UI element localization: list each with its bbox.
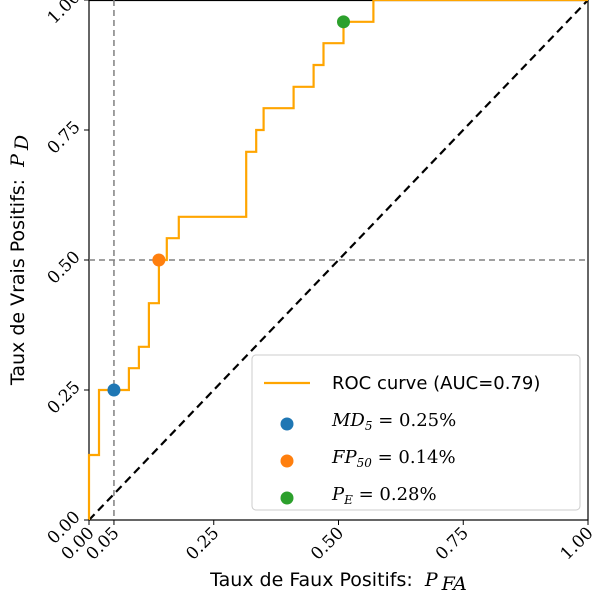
y-tick-label: 0.25 xyxy=(44,377,85,418)
legend-marker-swatch xyxy=(280,454,294,468)
legend-label-p: PE = 0.28% xyxy=(331,484,437,507)
y-axis-label-subscript: D xyxy=(11,135,33,151)
legend-label-md: MD5 = 0.25% xyxy=(331,410,456,433)
legend-marker-swatch xyxy=(280,417,294,431)
x-axis-label-text: Taux de Faux Positifs: xyxy=(209,569,413,591)
x-axis-label-subscript: FA xyxy=(441,573,467,595)
x-axis-ticks: 0.000.05 0.25 0.50 0.75 1.00 xyxy=(58,520,598,564)
y-tick-label: 0.50 xyxy=(44,247,85,288)
legend-label-roc: ROC curve (AUC=0.79) xyxy=(332,373,540,394)
y-axis-label: Taux de Vrais Positifs: P D xyxy=(7,135,33,386)
y-tick-label: 1.00 xyxy=(44,0,85,28)
x-tick-label: 0.25 xyxy=(182,523,223,564)
chance-diagonal-line xyxy=(88,0,589,521)
x-tick-label: 1.00 xyxy=(557,523,598,564)
x-axis-label-symbol: P xyxy=(424,569,439,591)
x-axis-label: Taux de Faux Positifs: P FA xyxy=(209,569,467,595)
y-axis-label-text: Taux de Vrais Positifs: xyxy=(7,179,29,386)
marker-point-fp xyxy=(152,253,166,267)
y-tick-label: 0.75 xyxy=(44,117,85,158)
marker-point-p xyxy=(336,15,350,29)
legend-box xyxy=(251,354,581,511)
y-axis-ticks: 0.000.250.500.751.00 xyxy=(44,0,89,548)
x-tick-label: 0.50 xyxy=(307,523,348,564)
y-axis-label-symbol: P xyxy=(7,153,29,168)
x-tick-label: 0.75 xyxy=(432,523,473,564)
roc-curve-line xyxy=(87,0,588,520)
legend: ROC curve (AUC=0.79) MD5 = 0.25% FP50 = 0.… xyxy=(251,354,581,511)
legend-label-fp: FP50 = 0.14% xyxy=(331,447,456,470)
legend-marker-swatch xyxy=(280,491,294,505)
marker-point-md xyxy=(107,383,121,397)
